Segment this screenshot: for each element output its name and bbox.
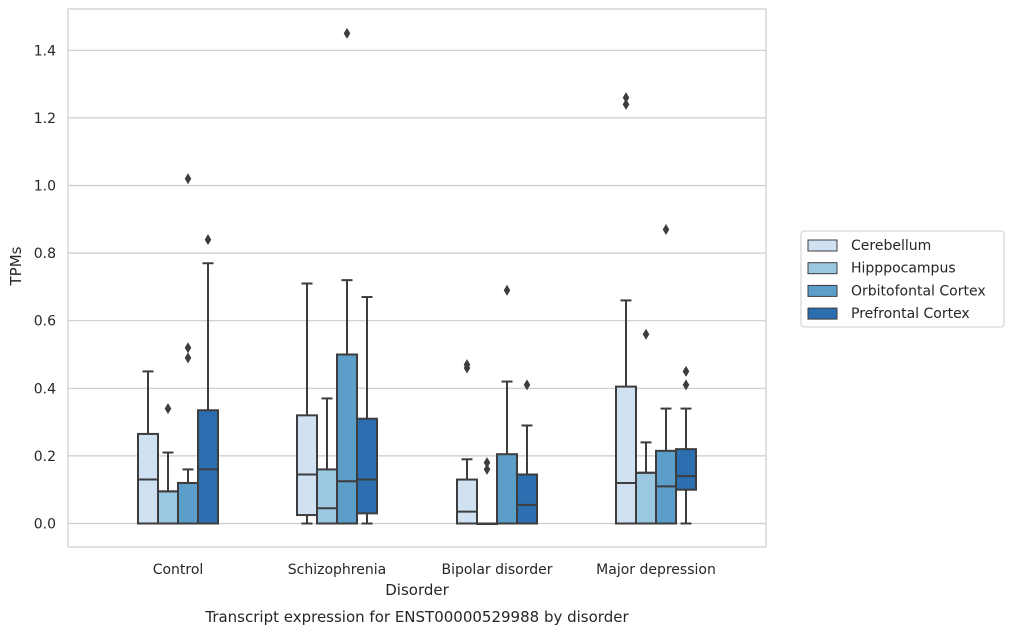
box-cerebellum — [296, 282, 318, 525]
box-iqr — [356, 417, 378, 515]
box-hipppocampus — [476, 457, 498, 525]
x-tick-label: Major depression — [596, 562, 716, 578]
box-prefrontal-cortex — [197, 234, 219, 525]
box-cerebellum — [137, 370, 159, 525]
legend-label: Prefrontal Cortex — [851, 306, 970, 322]
box-prefrontal-cortex — [675, 365, 697, 525]
outlier-point — [662, 223, 670, 235]
outlier-point — [463, 359, 471, 371]
box-iqr — [197, 409, 219, 525]
chart-caption: Transcript expression for ENST0000052998… — [204, 608, 629, 626]
x-tick-labels: Control Schizophrenia Bipolar disorder Majo… — [153, 562, 716, 578]
outlier-point — [642, 328, 650, 340]
outlier-point — [682, 379, 690, 391]
legend-label: Cerebellum — [851, 238, 931, 254]
box-prefrontal-cortex — [356, 296, 378, 525]
box-iqr — [456, 478, 478, 525]
outlier-point — [483, 463, 491, 475]
box-iqr — [516, 473, 538, 525]
box-series-group — [137, 27, 697, 525]
x-tick-label: Bipolar disorder — [441, 562, 552, 578]
box-iqr — [296, 414, 318, 517]
box-iqr — [496, 453, 518, 525]
box-orbitofontal-cortex — [336, 27, 358, 525]
outlier-point — [682, 365, 690, 377]
box-orbitofontal-cortex — [655, 223, 677, 525]
legend-swatch — [807, 239, 838, 252]
legend-swatch — [807, 262, 838, 275]
legend-swatch — [807, 307, 838, 320]
outlier-point — [503, 284, 511, 296]
box-iqr — [336, 353, 358, 525]
box-iqr — [157, 490, 179, 525]
box-cerebellum — [615, 92, 637, 525]
box-hipppocampus — [316, 397, 338, 525]
box-iqr — [615, 385, 637, 525]
box-orbitofontal-cortex — [177, 173, 199, 525]
outlier-point — [343, 27, 351, 39]
outlier-point — [164, 403, 172, 415]
x-tick-label: Control — [153, 562, 204, 578]
box-hipppocampus — [635, 328, 657, 525]
outlier-point — [204, 234, 212, 246]
outlier-point — [483, 457, 491, 469]
box-cerebellum — [456, 359, 478, 525]
y-tick-label: 1.0 — [34, 179, 56, 195]
box-iqr — [635, 471, 657, 525]
box-iqr — [316, 468, 338, 525]
gridlines — [68, 49, 766, 525]
y-tick-labels: 0.0 0.2 0.4 0.6 0.8 1.0 1.2 1.4 — [34, 43, 56, 532]
legend-label: Orbitofontal Cortex — [851, 283, 986, 299]
legend-swatch — [807, 284, 838, 297]
box-iqr — [675, 448, 697, 491]
legend-frame — [800, 230, 1005, 328]
outlier-point — [184, 342, 192, 354]
y-tick-label: 0.6 — [34, 314, 56, 330]
y-tick-label: 0.8 — [34, 246, 56, 262]
outlier-point — [523, 379, 531, 391]
y-tick-label: 0.2 — [34, 449, 56, 465]
legend-label: Hipppocampus — [851, 261, 956, 277]
outlier-point — [622, 98, 630, 110]
box-hipppocampus — [157, 403, 179, 525]
x-tick-label: Schizophrenia — [288, 562, 386, 578]
legend: Cerebellum Hipppocampus Orbitofontal Corte… — [800, 230, 1005, 328]
y-tick-label: 1.2 — [34, 111, 56, 127]
x-axis-title: Disorder — [385, 581, 449, 599]
y-tick-label: 0.4 — [34, 381, 56, 397]
y-tick-label: 0.0 — [34, 517, 56, 533]
outlier-point — [184, 352, 192, 364]
box-iqr — [177, 481, 199, 525]
box-prefrontal-cortex — [516, 379, 538, 525]
outlier-point — [184, 173, 192, 185]
plot-area-frame — [67, 8, 767, 548]
y-tick-label: 1.4 — [34, 43, 56, 59]
outlier-point — [622, 92, 630, 104]
y-axis-title: TPMs — [7, 246, 25, 286]
